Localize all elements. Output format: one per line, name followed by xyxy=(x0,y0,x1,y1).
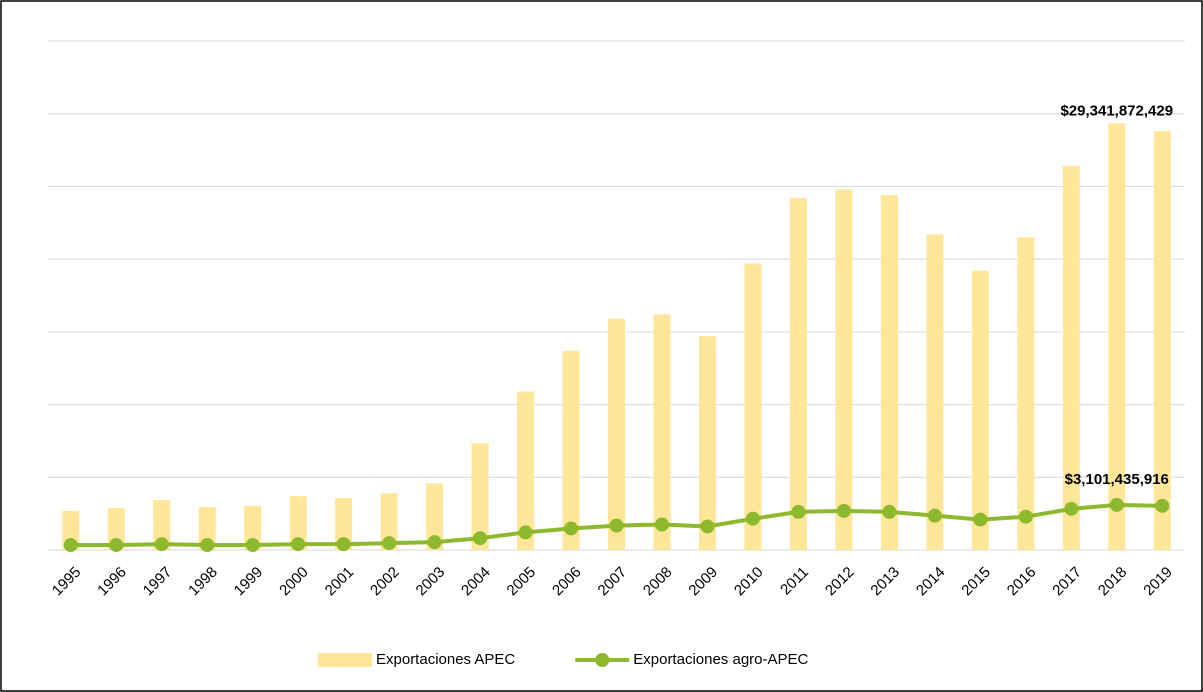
line-marker xyxy=(564,521,579,536)
line-marker xyxy=(1155,498,1170,513)
line-marker xyxy=(1064,501,1079,516)
bar xyxy=(880,195,898,550)
line-marker xyxy=(654,517,669,532)
bar xyxy=(1153,131,1171,550)
bar xyxy=(971,270,989,550)
bar xyxy=(608,318,625,550)
line-marker xyxy=(245,538,260,553)
legend-label: Exportaciones APEC xyxy=(376,651,515,668)
bar xyxy=(1108,123,1126,550)
bar xyxy=(107,507,125,550)
bar xyxy=(835,189,853,550)
bar xyxy=(244,505,262,550)
line-marker xyxy=(291,537,306,552)
bar xyxy=(380,493,398,550)
bar xyxy=(153,500,171,550)
line-marker xyxy=(836,503,851,518)
bar xyxy=(471,443,489,550)
line-marker xyxy=(700,519,715,534)
line-marker xyxy=(109,538,124,553)
legend-label: Exportaciones agro-APEC xyxy=(633,651,808,668)
bar xyxy=(426,483,444,550)
line-marker xyxy=(745,511,760,526)
bar xyxy=(653,314,671,550)
data-label: $29,341,872,429 xyxy=(1060,102,1173,119)
line-marker xyxy=(973,512,988,527)
line-marker xyxy=(336,537,351,552)
bar xyxy=(926,234,944,551)
bar xyxy=(517,391,535,550)
bar xyxy=(789,198,807,550)
line-marker xyxy=(927,508,942,523)
bar xyxy=(289,496,307,550)
line-marker xyxy=(200,538,215,553)
line-marker xyxy=(1109,497,1124,512)
line-marker xyxy=(427,535,442,550)
line-marker xyxy=(473,531,488,546)
line-marker xyxy=(518,525,533,540)
legend-swatch xyxy=(318,653,372,667)
line-marker xyxy=(1018,509,1033,524)
line-marker xyxy=(791,504,806,519)
line-marker xyxy=(609,518,624,533)
bar xyxy=(1062,166,1080,550)
bar xyxy=(1017,237,1035,551)
bar xyxy=(562,350,580,550)
bar xyxy=(744,263,762,550)
data-label: $3,101,435,916 xyxy=(1065,471,1169,488)
line-marker xyxy=(63,538,78,553)
line-marker xyxy=(154,537,169,552)
line-marker xyxy=(882,504,897,519)
bar xyxy=(335,498,353,550)
line-marker xyxy=(382,536,397,551)
bar xyxy=(698,336,716,550)
legend-swatch xyxy=(595,653,610,667)
bar xyxy=(198,506,216,550)
